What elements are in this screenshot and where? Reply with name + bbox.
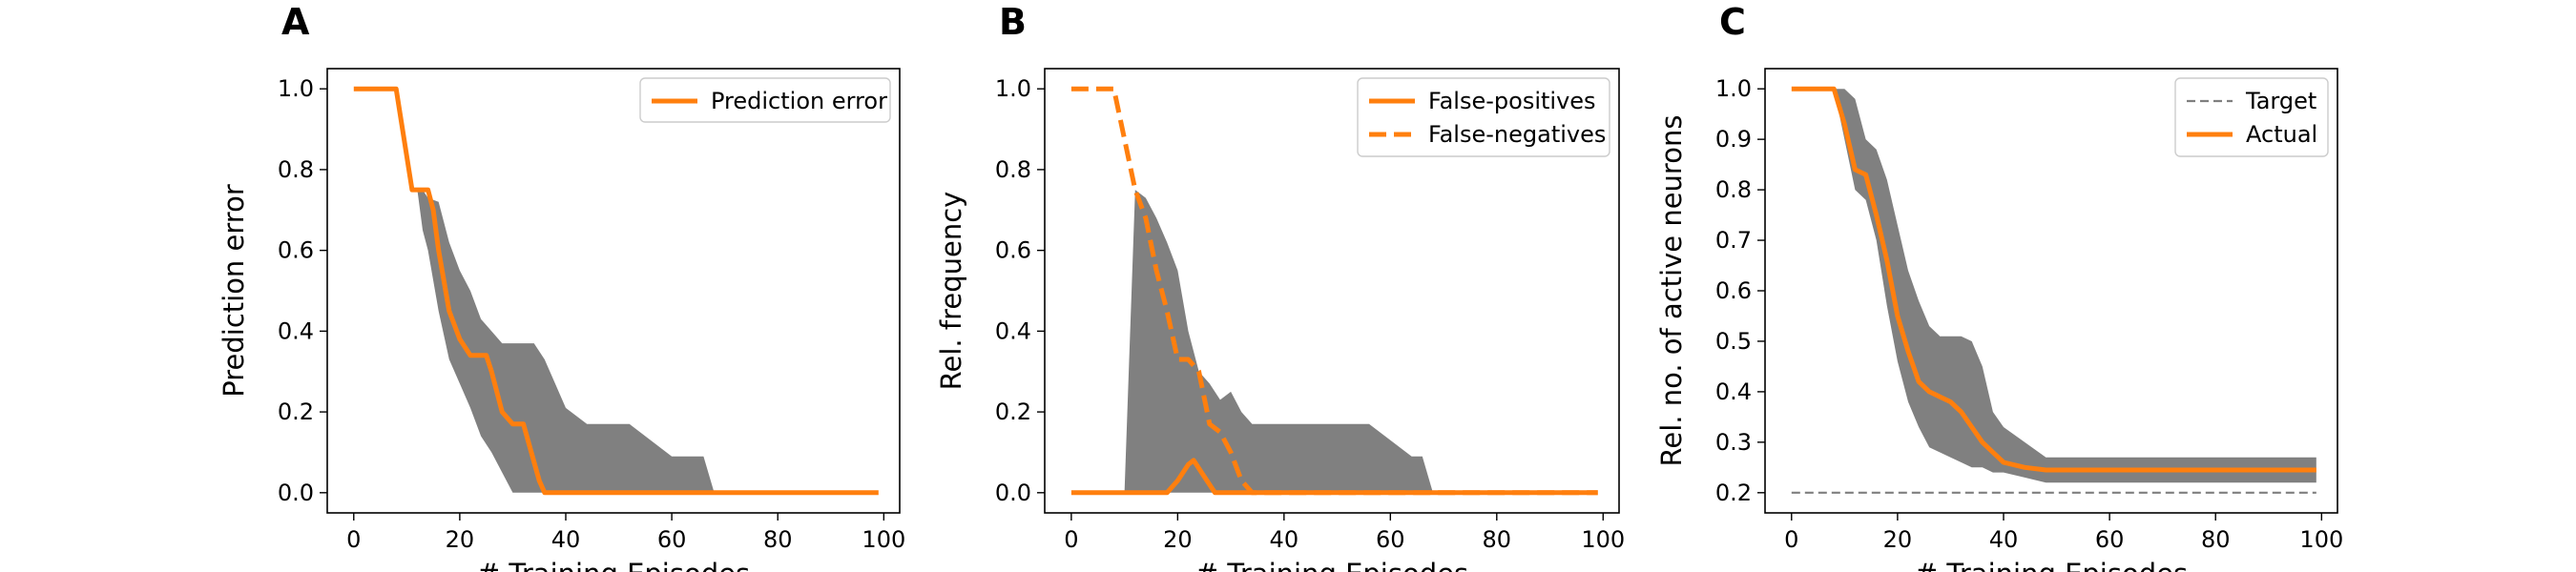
legend-label: Prediction error [711,88,887,114]
legend: Prediction error [639,77,891,123]
y-tick-label: 1.0 [278,75,314,102]
axes-frame [1044,68,1620,514]
panel-letter: B [999,1,1027,43]
y-tick-label: 0.0 [278,480,314,506]
x-axis-label: # Training Episodes [1195,558,1468,572]
legend: False-positives False-negatives [1357,77,1610,157]
x-tick-label: 40 [1270,526,1299,553]
confidence-band [1070,190,1598,493]
series-line-false-positives [1070,458,1598,496]
x-tick-label: 100 [1581,526,1625,553]
x-tick-label: 0 [1064,526,1078,553]
y-tick-label: 0.8 [278,156,314,183]
x-tick-label: 60 [657,526,687,553]
x-tick-label: 40 [1989,526,2019,553]
y-tick-label: 0.0 [995,480,1031,506]
x-tick-label: 20 [446,526,475,553]
y-tick-label: 0.4 [278,317,314,344]
x-tick-label: 60 [1376,526,1405,553]
series-line-prediction-error [353,86,879,496]
legend-label: False-negatives [1428,121,1606,148]
y-tick-label: 1.0 [1715,75,1752,102]
legend-box [1357,77,1610,157]
legend-label: Target [2245,88,2316,114]
x-tick-label: 80 [763,526,793,553]
legend-box [639,77,891,123]
legend-label: False-positives [1428,88,1596,114]
y-tick-label: 0.8 [995,156,1031,183]
chart-panel-c: C 0 20 40 60 80 100 0.2 0.3 0.4 0.5 0.6 0.7 0.8 0.9 1.0… [1655,1,2343,572]
y-tick-label: 0.6 [995,237,1031,264]
x-tick-label: 40 [551,526,581,553]
panel-letter: A [281,1,310,43]
series-line-actual [1791,86,2316,473]
y-tick-label: 0.4 [995,317,1031,344]
y-tick-label: 0.2 [278,398,314,425]
y-tick-label: 0.6 [1715,277,1752,304]
y-tick-label: 0.2 [1715,480,1752,506]
y-tick-label: 1.0 [995,75,1031,102]
x-tick-label: 100 [862,526,905,553]
y-tick-label: 0.3 [1715,429,1752,456]
axes-frame [326,68,901,514]
x-axis-label: # Training Episodes [477,558,750,572]
chart-panel-a: A 0 20 40 60 80 100 0.0 0.2 0.4 0.6 0.8 1.0 # Trainin… [218,1,905,572]
x-tick-label: 100 [2299,526,2343,553]
y-axis-label: Rel. no. of active neurons [1655,115,1688,467]
panel-letter: C [1719,1,1746,43]
confidence-band [353,89,879,493]
legend-label: Actual [2246,121,2317,148]
y-axis-label: Prediction error [218,184,250,398]
x-axis-label: # Training Episodes [1915,558,2188,572]
y-tick-label: 0.7 [1715,227,1752,254]
x-tick-label: 20 [1163,526,1193,553]
y-tick-label: 0.6 [278,237,314,264]
legend: Target Actual [2174,77,2329,157]
x-tick-label: 20 [1883,526,1913,553]
x-tick-label: 80 [1483,526,1512,553]
y-tick-label: 0.5 [1715,328,1752,355]
y-tick-label: 0.8 [1715,176,1752,203]
x-tick-label: 80 [2201,526,2231,553]
series-line-false-negatives [1070,86,1598,496]
x-tick-label: 0 [346,526,361,553]
y-tick-label: 0.4 [1715,378,1752,405]
x-tick-label: 0 [1784,526,1798,553]
chart-panel-b: B 0 20 40 60 80 100 0.0 0.2 0.4 0.6 0.8 1.0 # Trainin… [935,1,1625,572]
x-tick-label: 60 [2095,526,2125,553]
y-axis-label: Rel. frequency [935,192,967,391]
y-tick-label: 0.9 [1715,126,1752,153]
y-tick-label: 0.2 [995,398,1031,425]
